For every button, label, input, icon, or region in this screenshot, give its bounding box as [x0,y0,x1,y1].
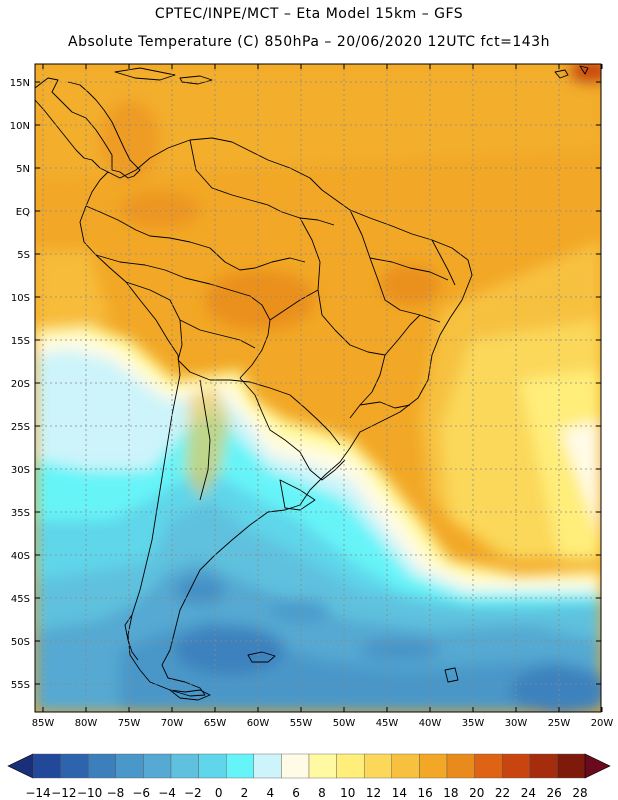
colorbar-swatch [225,753,254,779]
colorbar-labels: −14 −12 −10 −8 −6 −4 −2 0 2 4 6 8 10 12 14 16 18 20 22 24 26… [25,786,587,800]
lat-label: 50S [11,637,30,648]
colorbar-label: 0 [215,786,223,800]
lat-label: 25S [11,422,30,433]
axis-ticks [35,64,603,712]
colorbar-label: 12 [366,786,381,800]
colorbar-swatch [557,753,586,779]
lon-label: 75W [118,718,141,729]
colorbar-swatch [281,753,310,779]
lat-label: 10S [11,293,30,304]
lon-label: 30W [505,718,528,729]
colorbar-swatch [87,753,116,779]
colorbar-swatch [529,753,558,779]
lon-label: 45W [376,718,399,729]
colorbar-label: 4 [266,786,274,800]
colorbar-label: 6 [292,786,300,800]
lon-label: 65W [204,718,227,729]
colorbar-under-arrow [7,753,34,779]
colorbar-label: 26 [547,786,562,800]
lon-label: 55W [290,718,313,729]
colorbar-swatch [253,753,282,779]
lat-label: EQ [16,207,30,218]
lon-label: 25W [548,718,571,729]
colorbar-label: 28 [572,786,587,800]
lon-label: 40W [419,718,442,729]
temperature-field [35,64,601,712]
colorbar-swatch [170,753,199,779]
lat-label: 10N [10,121,30,132]
lon-label: 70W [161,718,184,729]
colorbar-swatch [32,753,61,779]
colorbar-swatch [446,753,475,779]
lon-label: 80W [75,718,98,729]
colorbar-over-arrow [584,753,611,779]
colorbar-label: −4 [158,786,176,800]
colorbar-label: 22 [495,786,510,800]
colorbar-label: 20 [469,786,484,800]
map-frame [34,63,602,713]
lon-label: 50W [333,718,356,729]
colorbar [7,753,611,779]
colorbar-swatch [308,753,337,779]
colorbar-label: −12 [51,786,76,800]
map-title-line2: Absolute Temperature (C) 850hPa – 20/06/… [68,34,550,50]
colorbar-label: 24 [521,786,536,800]
colorbar-swatch [364,753,393,779]
colorbar-swatch [391,753,420,779]
lon-label: 60W [247,718,270,729]
lat-label: 15S [11,336,30,347]
colorbar-label: 10 [340,786,355,800]
colorbar-label: 8 [318,786,326,800]
colorbar-label: −8 [107,786,125,800]
colorbar-swatch [60,753,89,779]
latitude-labels: 15N 10N 5N EQ 5S 10S 15S 20S 25S 30S 35S 40S 45S 50S 5… [10,78,30,691]
lon-label: 85W [32,718,55,729]
colorbar-swatch [419,753,448,779]
country-boundaries [35,65,589,701]
colorbar-label: 18 [443,786,458,800]
longitude-labels: 85W 80W 75W 70W 65W 60W 55W 50W 45W 40W 35W 30W 25W 2… [32,718,614,729]
colorbar-label: −14 [25,786,50,800]
colorbar-label: 16 [418,786,433,800]
lat-label: 30S [11,465,30,476]
colorbar-label: −2 [184,786,202,800]
lon-label: 20W [591,718,614,729]
lat-label: 5N [16,164,30,175]
lat-label: 45S [11,594,30,605]
lat-label: 35S [11,508,30,519]
colorbar-label: 14 [392,786,407,800]
lat-label: 40S [11,551,30,562]
map-title-line1: CPTEC/INPE/MCT – Eta Model 15km – GFS [154,6,464,22]
colorbar-swatch [198,753,227,779]
lat-label: 5S [17,250,30,261]
colorbar-swatch [336,753,365,779]
lat-lon-grid [35,64,601,712]
lat-label: 15N [10,78,30,89]
colorbar-swatch [143,753,172,779]
colorbar-label: −6 [132,786,150,800]
colorbar-swatch [115,753,144,779]
colorbar-label: 2 [241,786,249,800]
lon-label: 35W [462,718,485,729]
colorbar-swatch [474,753,503,779]
colorbar-label: −10 [77,786,102,800]
colorbar-swatch [502,753,531,779]
lat-label: 20S [11,379,30,390]
lat-label: 55S [11,680,30,691]
